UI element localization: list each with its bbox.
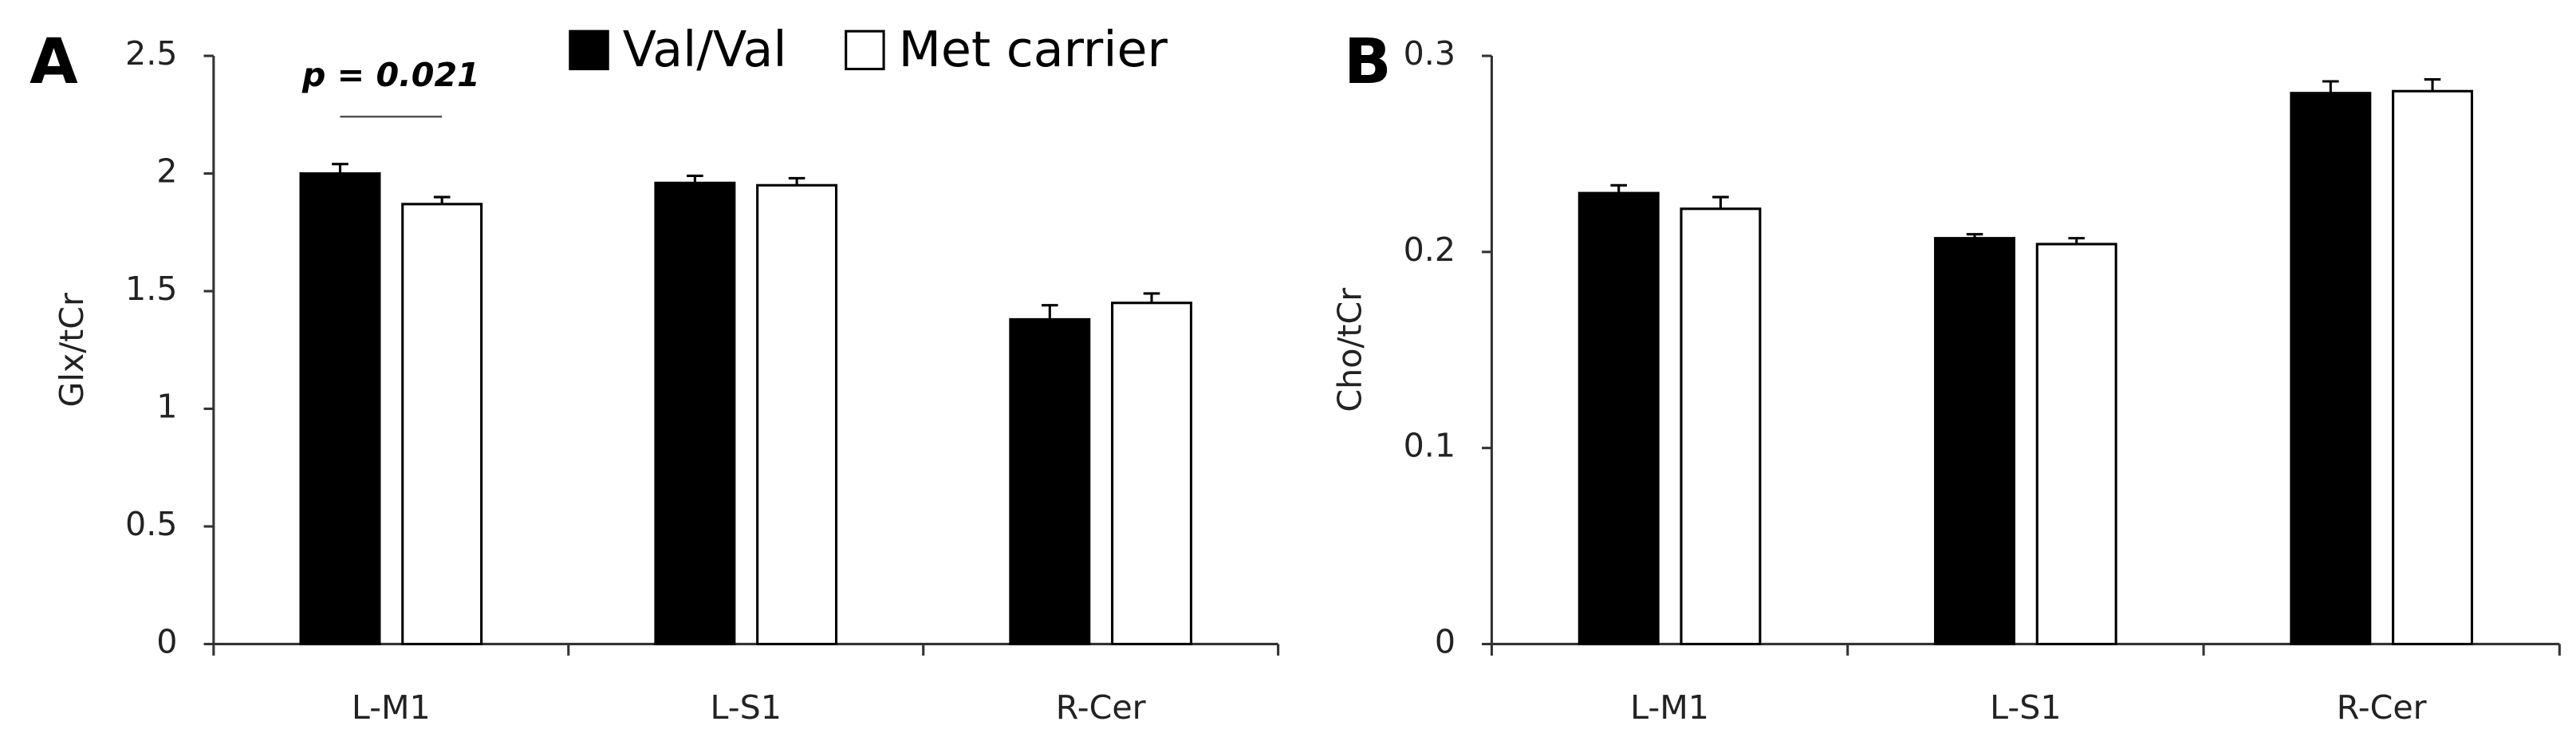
x-tick-label: L-S1 (711, 688, 782, 727)
legend-swatch (845, 30, 885, 71)
x-tick-label: L-M1 (352, 688, 431, 727)
y-tick-label: 0.2 (1404, 231, 1456, 269)
bar (2290, 92, 2372, 646)
y-tick-label: 1.5 (125, 270, 178, 308)
bar (401, 203, 483, 646)
bar (654, 181, 736, 646)
y-tick-label: 1 (156, 387, 177, 425)
legend-label: Met carrier (899, 21, 1168, 78)
legend-swatch (569, 30, 609, 71)
y-tick-label: 2 (156, 152, 177, 191)
bar (1578, 191, 1660, 646)
bar (1009, 317, 1091, 646)
x-tick-label: L-M1 (1630, 688, 1709, 727)
bar (756, 183, 838, 646)
y-tick-label: 0 (1435, 622, 1455, 660)
error-bar (1966, 233, 1983, 238)
error-bar (1712, 195, 1729, 209)
y-tick-label: 0.5 (125, 505, 178, 543)
error-bar (2068, 237, 2086, 245)
bar (2392, 89, 2474, 646)
error-bar (1610, 183, 1628, 194)
error-bar (788, 176, 805, 186)
error-bar (2322, 80, 2339, 93)
x-tick-label: R-Cer (2337, 688, 2427, 727)
p-value-annotation: p = 0.021 (301, 56, 480, 94)
x-tick-label: L-S1 (1990, 688, 2061, 727)
y-axis-label: Glx/tCr (53, 293, 91, 408)
panel-label: A (30, 26, 78, 98)
bar (1934, 237, 2016, 646)
error-bar (1042, 304, 1058, 320)
bar (299, 171, 381, 646)
error-bar (332, 163, 349, 174)
y-tick-label: 0.1 (1404, 427, 1456, 465)
panel-label: B (1344, 26, 1392, 98)
error-bar (433, 195, 451, 204)
bar (1680, 207, 1762, 646)
legend-label: Val/Val (623, 21, 787, 78)
error-bar (1143, 292, 1160, 303)
y-tick-label: 0 (156, 622, 177, 660)
y-tick-label: 2.5 (125, 34, 178, 73)
x-tick-label: R-Cer (1056, 688, 1146, 727)
bar (2035, 242, 2117, 646)
y-tick-label: 0.3 (1404, 34, 1456, 73)
error-bar (687, 174, 703, 183)
bar (1111, 302, 1193, 646)
y-axis-label: Cho/tCr (1330, 288, 1369, 412)
error-bar (2424, 77, 2441, 92)
